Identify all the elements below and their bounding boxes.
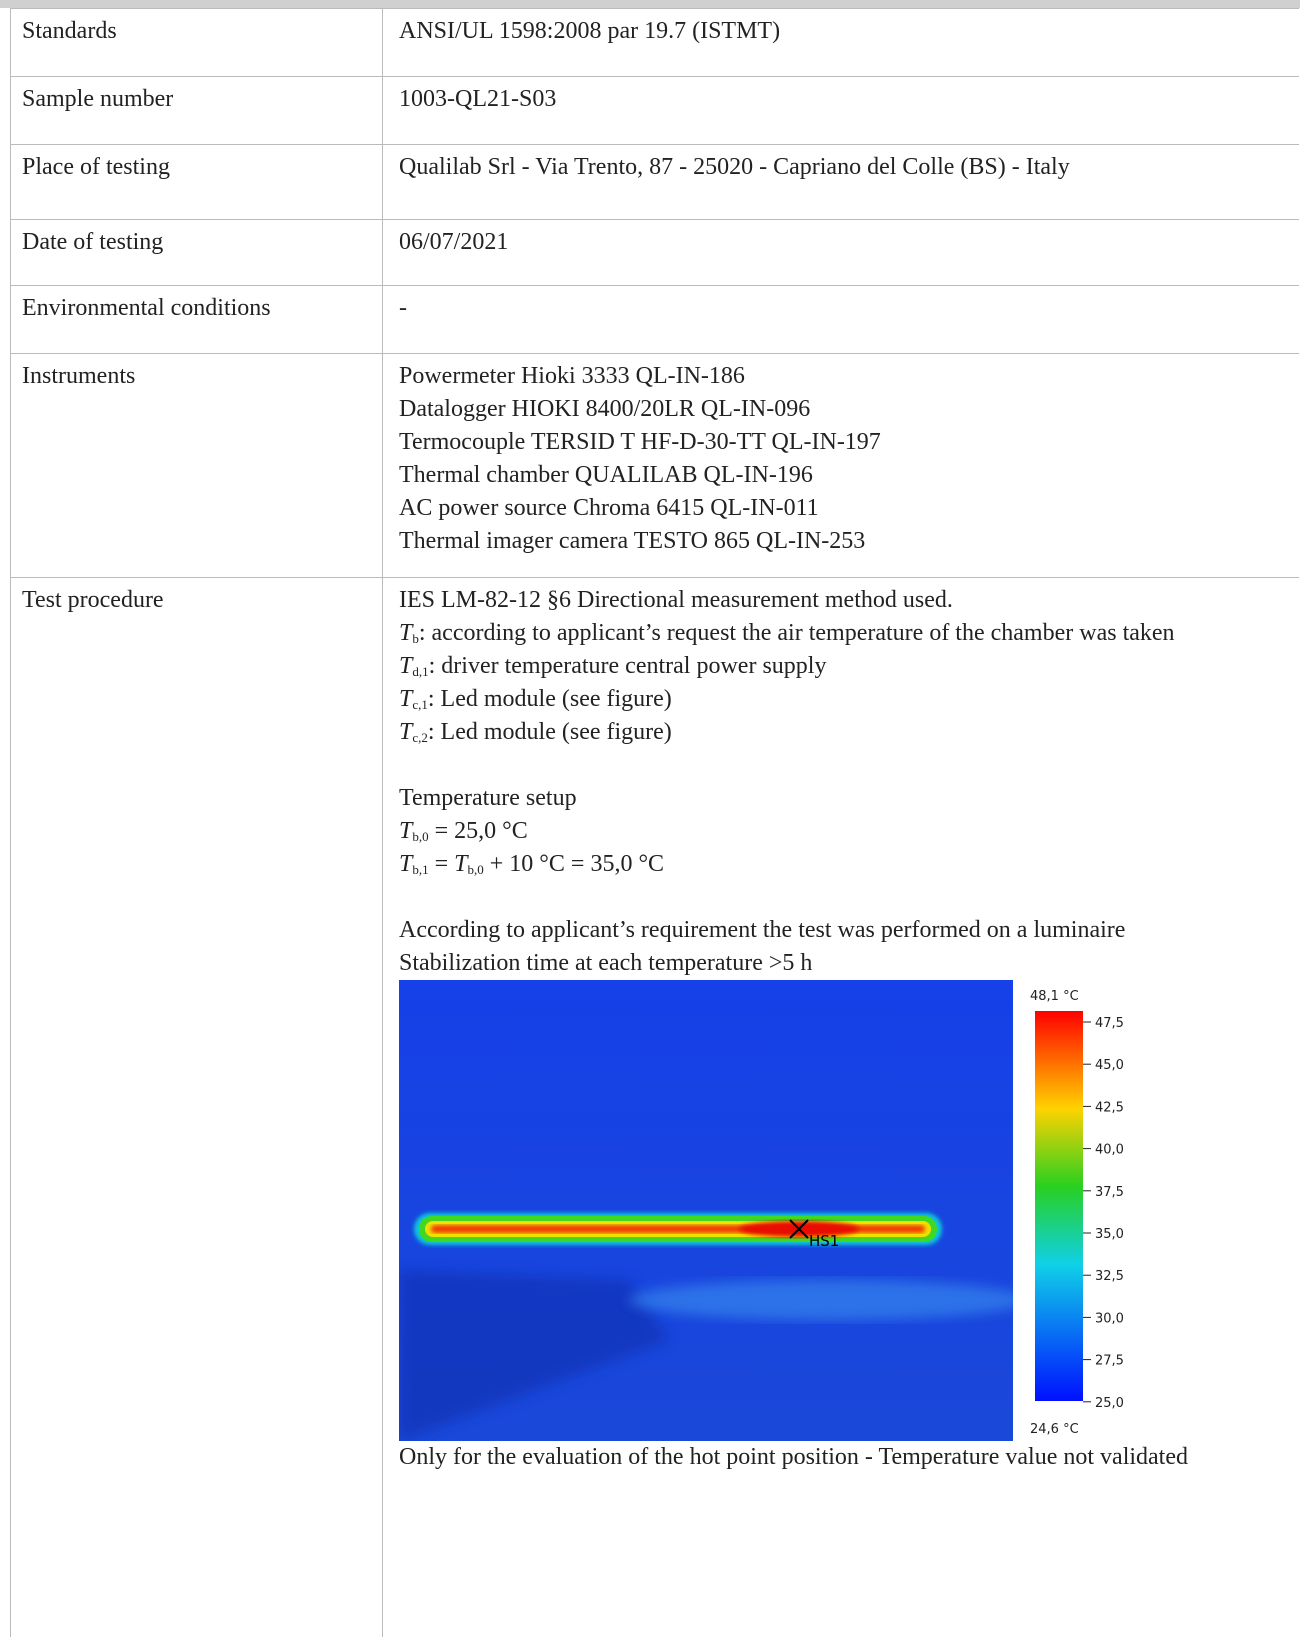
subscript: c,2	[412, 730, 428, 745]
row-value: Qualilab Srl - Via Trento, 87 - 25020 - …	[399, 154, 1070, 180]
subscript: b,0	[412, 829, 429, 844]
subscript: d,1	[412, 664, 429, 679]
paragraph: Temperature setup Tb,0 = 25,0 °C Tb,1 = Tb…	[399, 782, 1259, 881]
paragraph: According to applicant’s requirement the…	[399, 914, 1259, 980]
scale-label: 25,0	[1095, 1396, 1124, 1411]
table-row: Date of testing 06/07/2021	[10, 219, 1299, 285]
text-line: Tc,2: Led module (see figure)	[399, 716, 1259, 749]
paragraph: IES LM-82-12 §6 Directional measurement …	[399, 584, 1259, 749]
text-line: According to applicant’s requirement the…	[399, 914, 1259, 947]
scale-label: 47,5	[1095, 1016, 1124, 1031]
scale-label: 32,5	[1095, 1269, 1124, 1284]
instrument: Thermal imager camera TESTO 865 QL-IN-25…	[399, 528, 866, 554]
symbol: T	[399, 851, 413, 877]
text-line: Tc,1: Led module (see figure)	[399, 683, 1259, 716]
text: Temperature setup	[399, 785, 577, 811]
instrument: Powermeter Hioki 3333 QL-IN-186	[399, 363, 745, 389]
glow	[629, 1280, 1029, 1320]
scale-label: 42,5	[1095, 1100, 1124, 1115]
text: : Led module (see figure)	[427, 686, 672, 712]
row-value: ANSI/UL 1598:2008 par 19.7 (ISTMT)	[399, 18, 781, 44]
text-line: IES LM-82-12 §6 Directional measurement …	[399, 584, 1259, 617]
scale-label: 40,0	[1095, 1143, 1124, 1158]
text: Stabilization time at each temperature >…	[399, 950, 813, 976]
row-value: -	[399, 295, 407, 321]
subscript: b,1	[412, 862, 429, 877]
row-label: Standards	[11, 9, 383, 76]
text: : driver temperature central power suppl…	[428, 653, 827, 679]
symbol: T	[399, 686, 413, 712]
scale-label: 30,0	[1095, 1311, 1124, 1326]
marker-cross	[789, 1219, 809, 1239]
text-line: Stabilization time at each temperature >…	[399, 947, 1259, 980]
shadow	[399, 1270, 669, 1441]
row-label: Instruments	[11, 354, 383, 577]
row-value: IES LM-82-12 §6 Directional measurement …	[384, 578, 1299, 1474]
table-row: Sample number 1003-QL21-S03	[10, 76, 1299, 144]
scale-label: 27,5	[1095, 1354, 1124, 1369]
instrument: Termocouple TERSID T HF-D-30-TT QL-IN-19…	[399, 429, 881, 455]
symbol: T	[399, 818, 413, 844]
table-row: Test procedure IES LM-82-12 §6 Directiona…	[10, 577, 1299, 1637]
table-row: Standards ANSI/UL 1598:2008 par 19.7 (IST…	[10, 8, 1299, 76]
row-label: Date of testing	[11, 220, 383, 285]
row-label: Environmental conditions	[11, 286, 383, 353]
symbol: T	[399, 653, 413, 679]
instrument: AC power source Chroma 6415 QL-IN-011	[399, 495, 819, 521]
scale-label: 35,0	[1095, 1227, 1124, 1242]
row-label: Test procedure	[11, 578, 383, 1637]
row-value: Powermeter Hioki 3333 QL-IN-186 Datalogge…	[384, 354, 1299, 558]
text-line: Tb: according to applicant’s request the…	[399, 617, 1259, 650]
text: According to applicant’s requirement the…	[399, 917, 1126, 943]
text: IES LM-82-12 §6 Directional measurement …	[399, 587, 953, 613]
text-line: Td,1: driver temperature central power s…	[399, 650, 1259, 683]
symbol: T	[399, 719, 413, 745]
table-row: Place of testing Qualilab Srl - Via Trent…	[10, 144, 1299, 219]
row-value: 1003-QL21-S03	[399, 86, 557, 112]
text: : Led module (see figure)	[427, 719, 672, 745]
scale-label: 45,0	[1095, 1058, 1124, 1073]
scale-max: 48,1 °C	[1030, 989, 1079, 1004]
text: : according to applicant’s request the a…	[418, 620, 1175, 646]
symbol: T	[399, 620, 413, 646]
text-line: Tb,0 = 25,0 °C	[399, 815, 1259, 848]
instrument: Thermal chamber QUALILAB QL-IN-196	[399, 462, 813, 488]
row-value: 06/07/2021	[399, 229, 509, 255]
thermal-image: HS1 48,1 °C 24,6 °C 47,5 45,0 42,5 40,0 37,5 35,…	[399, 980, 1139, 1441]
subscript: c,1	[412, 697, 428, 712]
top-bar	[0, 0, 1300, 8]
table-row: Instruments Powermeter Hioki 3333 QL-IN-1…	[10, 353, 1299, 577]
table-row: Environmental conditions -	[10, 285, 1299, 353]
color-scale	[1035, 1011, 1083, 1401]
subscript: b	[412, 631, 419, 646]
caption: Only for the evaluation of the hot point…	[399, 1444, 1188, 1470]
scale-label: 37,5	[1095, 1185, 1124, 1200]
scale-min: 24,6 °C	[1030, 1422, 1079, 1437]
row-label: Place of testing	[11, 145, 383, 219]
text: = 25,0 °C	[428, 818, 528, 844]
text-line: Tb,1 = Tb,0 + 10 °C = 35,0 °C	[399, 848, 1259, 881]
text-line: Temperature setup	[399, 782, 1259, 815]
marker-label: HS1	[809, 1232, 839, 1250]
text: + 10 °C = 35,0 °C	[483, 851, 665, 877]
symbol: T	[454, 851, 468, 877]
subscript: b,0	[467, 862, 484, 877]
instrument: Datalogger HIOKI 8400/20LR QL-IN-096	[399, 396, 811, 422]
row-label: Sample number	[11, 77, 383, 144]
text: =	[428, 851, 455, 877]
